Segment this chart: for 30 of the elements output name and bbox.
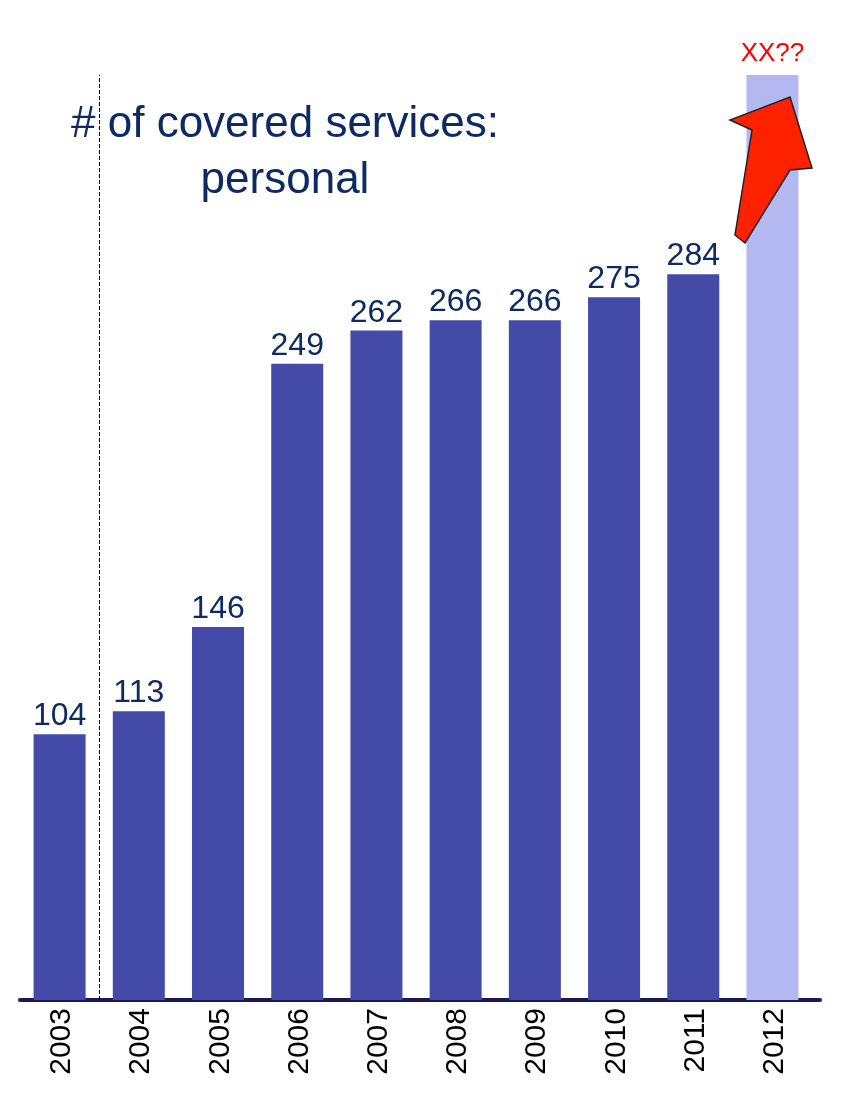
- text: # of covered services: personal: [71, 96, 499, 202]
- bar: [350, 330, 403, 1000]
- bar: [112, 711, 165, 1000]
- bar: [667, 274, 720, 1000]
- bar: [33, 734, 86, 1000]
- x-tick-label: 2011: [676, 1008, 710, 1073]
- x-tick-label: 2009: [518, 1008, 552, 1075]
- x-tick-label: 2010: [597, 1008, 631, 1075]
- bar: [508, 320, 561, 1000]
- data-label: 266: [428, 282, 483, 319]
- bar: [192, 626, 245, 1000]
- x-tick-label: 2006: [280, 1008, 314, 1075]
- data-label: 146: [191, 588, 245, 625]
- data-label: 284: [666, 236, 720, 273]
- x-tick-label: 2003: [43, 1008, 77, 1075]
- data-label: 262: [349, 292, 404, 329]
- x-tick-label: 2008: [439, 1008, 473, 1075]
- x-tick-label: 2004: [122, 1008, 156, 1075]
- annotation: XX??: [740, 36, 805, 67]
- data-label: 104: [32, 696, 87, 733]
- x-tick-label: 2007: [359, 1008, 393, 1075]
- data-label: 249: [270, 325, 324, 362]
- x-tick-label: 2005: [201, 1008, 235, 1075]
- data-label: 266: [508, 282, 562, 319]
- data-label: 275: [587, 259, 641, 296]
- data-label: 113: [113, 673, 165, 710]
- bar: [429, 320, 482, 1000]
- bar: [271, 363, 324, 1000]
- bar: [588, 297, 641, 1000]
- x-tick-label: 2012: [755, 1008, 789, 1075]
